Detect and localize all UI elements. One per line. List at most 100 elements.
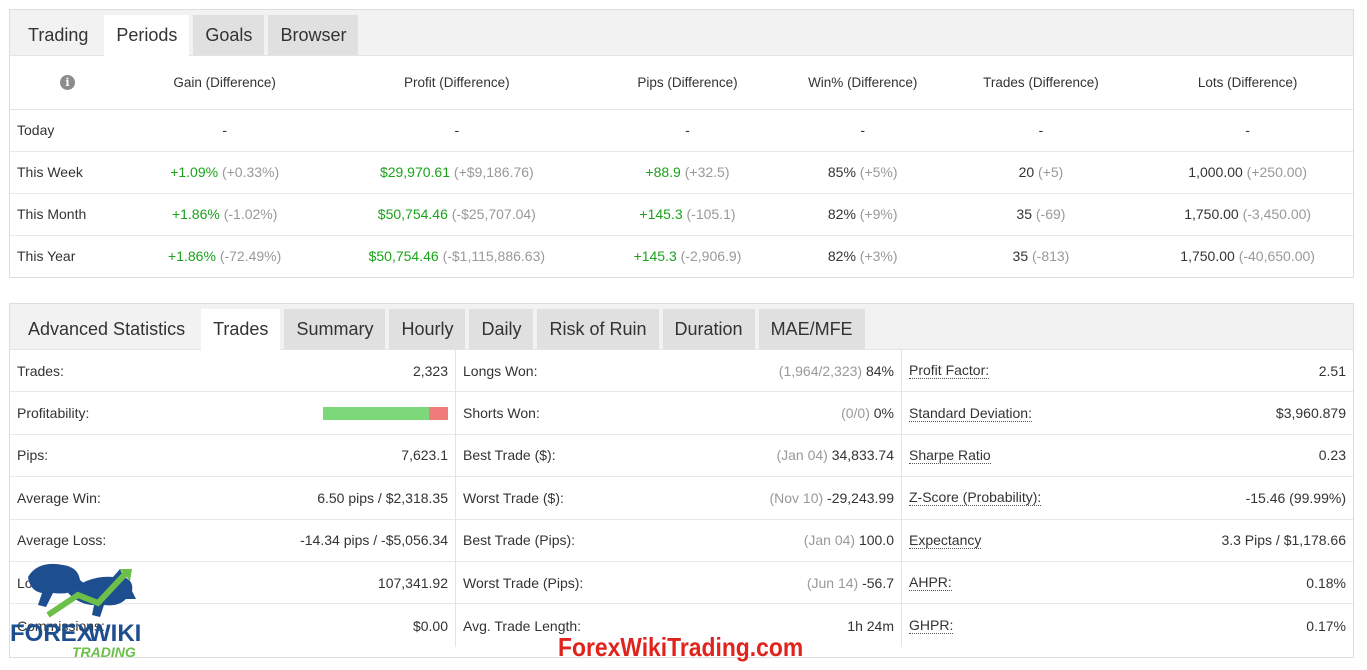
stat-row: Pips: 7,623.1 <box>10 435 455 478</box>
stat-value: 3.3 Pips / $1,178.66 <box>1221 532 1346 548</box>
stat-row: Worst Trade ($): (Nov 10) -29,243.99 <box>456 477 901 520</box>
stat-number: 6.50 pips / $2,318.35 <box>317 489 448 506</box>
period-gain-value: +1.09% <box>170 164 219 180</box>
stat-number: 0.23 <box>1318 447 1346 464</box>
period-win-value: 85% <box>827 164 856 180</box>
header-profit: Profit (Difference) <box>324 56 590 110</box>
stat-value: (Jan 04) 100.0 <box>804 532 894 548</box>
stat-row: Longs Won: (1,964/2,323) 84% <box>456 350 901 393</box>
period-pips-cell: +145.3 (-105.1) <box>589 193 786 236</box>
stats-column-3: Profit Factor: 2.51 Standard Deviation: $3,… <box>902 350 1353 647</box>
stat-detail: (Jan 04) <box>803 532 856 549</box>
period-win-value: 82% <box>827 248 856 265</box>
stat-number: 2,323 <box>412 362 448 379</box>
stat-detail: (1,964/2,323) <box>778 362 863 379</box>
period-win-cell: - <box>785 109 940 152</box>
tab-duration[interactable]: Duration <box>662 309 755 349</box>
tab-browser[interactable]: Browser <box>268 15 359 55</box>
profitability-bar-win <box>323 406 430 420</box>
period-gain-value: - <box>222 122 227 138</box>
period-profit-cell: $50,754.46 (-$1,115,886.63) <box>325 235 590 277</box>
stat-label: Best Trade (Pips): <box>463 532 576 549</box>
stat-number: 84% <box>865 362 894 379</box>
tab-mae-mfe[interactable]: MAE/MFE <box>758 309 865 349</box>
tab-trading[interactable]: Trading <box>28 24 89 45</box>
stat-row: Z-Score (Probability): -15.46 (99.99%) <box>902 477 1353 520</box>
bull-bear-icon: FOREX WIKI TRADING <box>10 563 141 660</box>
header-gain: Gain (Difference) <box>124 56 325 110</box>
stat-row: AHPR: 0.18% <box>902 562 1353 605</box>
period-trades-cell: 35 (-813) <box>940 235 1143 277</box>
period-win-value: 82% <box>827 206 856 222</box>
period-trades-value: 35 <box>1012 248 1029 265</box>
stat-value: (0/0) 0% <box>841 405 894 421</box>
stat-number: 1h 24m <box>847 617 894 634</box>
stat-detail: (0/0) <box>841 405 870 422</box>
period-lots-cell: 1,750.00 (-40,650.00) <box>1142 235 1353 277</box>
tab-summary[interactable]: Summary <box>284 309 386 349</box>
stat-row: Expectancy 3.3 Pips / $1,178.66 <box>902 520 1353 562</box>
stat-label: Pips: <box>17 447 49 464</box>
svg-text:WIKI: WIKI <box>88 620 141 647</box>
stat-label[interactable]: Standard Deviation: <box>909 404 1032 422</box>
stat-label[interactable]: AHPR: <box>909 574 952 592</box>
tab-risk-of-ruin[interactable]: Risk of Ruin <box>537 309 659 349</box>
period-gain-difference: (-1.02%) <box>223 206 278 222</box>
stat-label[interactable]: Z-Score (Probability): <box>909 489 1042 507</box>
period-profit-difference: (-$1,115,886.63) <box>442 248 546 265</box>
stat-value: 0.17% <box>1306 618 1346 634</box>
stat-row: Best Trade (Pips): (Jan 04) 100.0 <box>456 520 901 562</box>
stat-label[interactable]: Expectancy <box>909 531 982 549</box>
period-lots-difference: (-40,650.00) <box>1238 248 1315 265</box>
info-header: i <box>10 56 125 110</box>
forexwiki-logo: FOREX WIKI TRADING <box>8 555 158 660</box>
period-win-cell: 85% (+5%) <box>785 151 940 194</box>
tab-goals[interactable]: Goals <box>193 15 265 55</box>
stat-number: -14.34 pips / -$5,056.34 <box>300 532 448 549</box>
period-trades-value: 20 <box>1018 164 1035 180</box>
stat-label[interactable]: GHPR: <box>909 617 954 635</box>
period-trades-cell: 20 (+5) <box>939 151 1143 194</box>
header-win: Win% (Difference) <box>785 56 940 110</box>
stat-detail: (Nov 10) <box>769 489 824 506</box>
stat-label: Average Win: <box>17 489 101 506</box>
period-win-value: - <box>860 122 866 138</box>
period-win-difference: (+9%) <box>859 206 898 222</box>
period-gain-cell: +1.09% (+0.33%) <box>124 151 325 194</box>
svg-text:TRADING: TRADING <box>72 644 136 660</box>
period-trades-difference: (+5) <box>1038 164 1064 180</box>
stat-value: 2,323 <box>413 363 448 379</box>
stat-row: Average Loss: -14.34 pips / -$5,056.34 <box>10 520 455 562</box>
tab-daily[interactable]: Daily <box>469 309 534 349</box>
info-icon[interactable]: i <box>59 75 75 91</box>
period-pips-value: +145.3 <box>633 248 677 265</box>
tab-trades[interactable]: Trades <box>201 309 281 350</box>
stat-value: 7,623.1 <box>401 447 448 463</box>
tab-hourly[interactable]: Hourly <box>389 309 466 349</box>
stat-number: 0.17% <box>1306 617 1346 634</box>
stat-label: Average Loss: <box>17 532 107 549</box>
stat-value: -14.34 pips / -$5,056.34 <box>300 532 448 548</box>
period-pips-cell: +88.9 (+32.5) <box>589 151 786 194</box>
period-profit-value: - <box>454 122 460 138</box>
stat-value: 6.50 pips / $2,318.35 <box>317 490 448 506</box>
stat-label[interactable]: Sharpe Ratio <box>909 446 991 464</box>
tab-periods[interactable]: Periods <box>104 15 190 56</box>
periods-panel: Trading Periods Goals Browser i Gain (Di… <box>9 9 1354 278</box>
stat-value: 2.51 <box>1319 363 1346 379</box>
stats-column-2: Longs Won: (1,964/2,323) 84% Shorts Won: (0… <box>456 350 902 647</box>
stat-number: 34,833.74 <box>831 447 894 464</box>
stat-number: 3.3 Pips / $1,178.66 <box>1221 532 1346 549</box>
period-pips-value: +145.3 <box>639 206 683 222</box>
period-label: This Year <box>17 248 76 265</box>
advanced-statistics-panel: Advanced Statistics Trades Summary Hourl… <box>9 303 1354 658</box>
stat-label: Shorts Won: <box>463 405 540 422</box>
stat-label[interactable]: Profit Factor: <box>909 362 990 380</box>
period-label: Today <box>10 109 125 152</box>
stats-column-1: Trades: 2,323 Profitability: Pips: 7,623.1 Av… <box>10 350 456 647</box>
period-trades-cell: - <box>939 109 1143 152</box>
period-win-cell: 82% (+9%) <box>785 193 940 236</box>
svg-text:FOREX: FOREX <box>10 620 93 647</box>
periods-row: This Month +1.86% (-1.02%) $50,754.46 (-$2… <box>10 193 1353 236</box>
stat-row: Commissions: $0.00 <box>10 604 455 646</box>
